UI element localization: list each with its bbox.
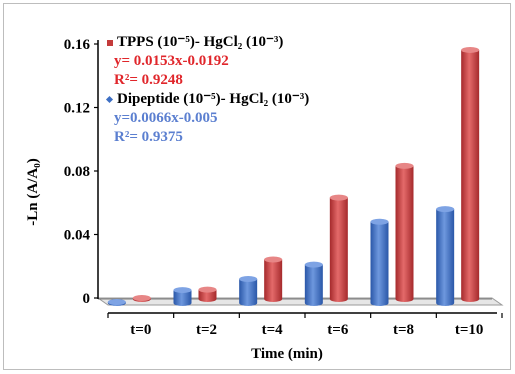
bar-top — [370, 218, 389, 225]
bar — [461, 46, 480, 302]
bar — [436, 206, 455, 306]
bar — [173, 287, 192, 306]
y-tick-label: 0 — [83, 291, 91, 307]
bar — [304, 261, 323, 306]
axes-group: 0 0.04 0.08 0.12 0.16 t=0 t=2 t=4 t=6 t=8 t=10 — [64, 37, 503, 338]
legend-label-tpps: TPPS (10⁻⁵)- HgCl₂ (10⁻³) — [117, 34, 284, 50]
chart-frame: 0 0.04 0.08 0.12 0.16 t=0 t=2 t=4 t=6 t=8 t=10 -Ln… — [3, 3, 511, 370]
bar — [395, 162, 414, 302]
bar — [198, 286, 217, 302]
bar-body — [436, 209, 455, 306]
bar-top — [436, 206, 455, 213]
y-tick-label: 0.12 — [64, 101, 90, 117]
bar — [132, 295, 151, 302]
r2-dipeptide: R²= 0.9375 — [114, 129, 183, 145]
legend-marker-dipeptide — [105, 96, 114, 104]
bar-top — [107, 299, 126, 305]
y-tick-label: 0.04 — [64, 228, 91, 244]
legend-marker-tpps — [107, 39, 113, 46]
bar-top — [132, 295, 151, 301]
bar-body — [264, 259, 283, 302]
equation-dipeptide: y=0.0066x-0.005 — [114, 110, 218, 126]
x-tick-label: t=6 — [327, 322, 349, 338]
bar-body — [173, 290, 192, 306]
x-tick-label: t=10 — [455, 322, 484, 338]
legend: TPPS (10⁻⁵)- HgCl₂ (10⁻³) y= 0.0153x-0.0… — [105, 33, 310, 147]
bars-group — [107, 46, 480, 306]
bar-top — [395, 162, 414, 169]
bar-top — [461, 46, 480, 53]
bar-top — [239, 275, 258, 282]
x-tick-label: t=4 — [262, 322, 284, 338]
bar-chart: 0 0.04 0.08 0.12 0.16 t=0 t=2 t=4 t=6 t=8 t=10 -Ln… — [25, 37, 504, 362]
bar-top — [329, 194, 348, 201]
legend-label-dipeptide: Dipeptide (10⁻⁵)- HgCl₂ (10⁻³) — [117, 91, 310, 107]
bar-body — [395, 165, 414, 302]
bar-body — [198, 289, 217, 302]
bar-body — [304, 264, 323, 306]
x-tick-label: t=8 — [393, 322, 414, 338]
legend-entry-tpps: TPPS (10⁻⁵)- HgCl₂ (10⁻³) y= 0.0153x-0.0… — [107, 33, 309, 90]
bar-top — [173, 287, 192, 294]
bar-body — [461, 49, 480, 302]
bar-body — [370, 221, 389, 306]
y-tick-label: 0.08 — [64, 164, 90, 180]
bar-body — [329, 197, 348, 302]
x-axis-label: Time (min) — [251, 346, 323, 362]
bar — [329, 194, 348, 302]
bar — [107, 299, 126, 306]
bar-body — [239, 278, 258, 306]
bar — [264, 256, 283, 302]
x-tick-label: t=2 — [196, 322, 217, 338]
bar-top — [198, 286, 217, 293]
bar-top — [264, 256, 283, 263]
y-tick-label: 0.16 — [64, 37, 91, 53]
bar-top — [304, 261, 323, 268]
r2-tpps: R²= 0.9248 — [114, 72, 183, 88]
equation-tpps: y= 0.0153x-0.0192 — [114, 53, 229, 69]
bar — [370, 218, 389, 306]
x-tick-label: t=0 — [130, 322, 151, 338]
y-axis-label: -Ln (A/A₀) — [25, 158, 41, 225]
legend-entry-dipeptide: Dipeptide (10⁻⁵)- HgCl₂ (10⁻³) y=0.0066x… — [105, 90, 310, 147]
bar — [239, 275, 258, 306]
